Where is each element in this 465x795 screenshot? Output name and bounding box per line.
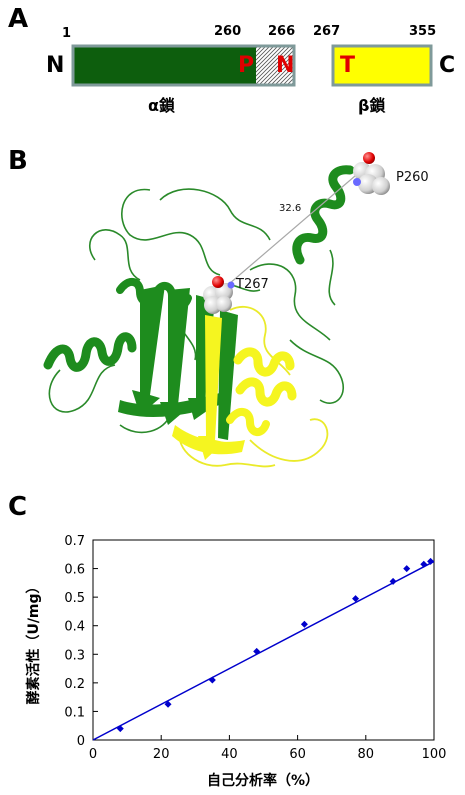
- y-axis-label: 酵素活性（U/mg）: [25, 579, 42, 704]
- y-tick-label: 0.7: [64, 534, 85, 549]
- activity-chart: 0 0.1 0.2 0.3 0.4 0.5 0.6 0.7 0 20 40 60 80 100 酵素活性…: [25, 534, 447, 789]
- tick-260: 260: [214, 24, 242, 39]
- fit-line: [92, 560, 435, 741]
- data-point: [427, 557, 435, 565]
- tick-1: 1: [62, 26, 72, 41]
- alpha-helix-top: [292, 165, 355, 265]
- t267-atoms: [203, 276, 235, 314]
- chain-diagram: [71, 44, 433, 87]
- data-point: [116, 725, 124, 733]
- residue-n: N: [276, 53, 295, 78]
- panel-a-label: A: [8, 4, 29, 34]
- beta-chain-bar: [331, 44, 433, 87]
- data-point: [389, 577, 397, 585]
- propeptide-region: [256, 47, 293, 84]
- c-terminus: C: [439, 53, 456, 78]
- tick-355: 355: [409, 24, 437, 39]
- x-tick-label: 60: [289, 747, 306, 762]
- y-tick-label: 0: [77, 734, 85, 749]
- beta-chain-label: β鎖: [358, 96, 386, 115]
- y-tick-label: 0.1: [64, 705, 85, 720]
- data-point: [352, 595, 360, 603]
- plot-frame: [92, 539, 435, 741]
- x-tick-label: 20: [153, 747, 170, 762]
- n-terminus: N: [46, 53, 65, 78]
- tick-266: 266: [268, 24, 296, 39]
- alpha-helix-left: [43, 332, 137, 372]
- residue-t: T: [340, 53, 356, 78]
- x-tick-label: 0: [89, 747, 97, 762]
- beta-sheet: [172, 315, 245, 460]
- data-point: [300, 620, 308, 628]
- distance-label: 32.6: [279, 203, 301, 214]
- p260-atoms: [353, 152, 390, 195]
- y-tick-label: 0.6: [64, 563, 85, 578]
- data-point: [208, 676, 216, 684]
- y-tick-label: 0.5: [64, 591, 85, 606]
- data-point: [253, 647, 261, 655]
- alpha-chain-label: α鎖: [148, 96, 175, 115]
- y-tick-label: 0.3: [64, 648, 85, 663]
- x-tick-label: 40: [221, 747, 238, 762]
- data-point: [164, 700, 172, 708]
- distance-line: [221, 169, 363, 291]
- p260-label: P260: [396, 170, 429, 185]
- y-tick-label: 0.2: [64, 677, 85, 692]
- beta-helices: [226, 347, 297, 436]
- y-tick-label: 0.4: [64, 620, 85, 635]
- x-axis-label: 自己分析率（%）: [207, 772, 319, 789]
- panel-c-label: C: [8, 492, 28, 522]
- data-point: [403, 565, 411, 573]
- tick-267: 267: [313, 24, 341, 39]
- x-tick-label: 80: [358, 747, 375, 762]
- panel-b-label: B: [8, 146, 28, 176]
- t267-label: T267: [235, 277, 269, 292]
- alpha-chain-loops: [48, 188, 345, 434]
- residue-p: P: [238, 53, 255, 78]
- data-point: [420, 560, 428, 568]
- x-tick-label: 100: [422, 747, 447, 762]
- protein-structure: 32.6 P260 T267: [43, 152, 429, 468]
